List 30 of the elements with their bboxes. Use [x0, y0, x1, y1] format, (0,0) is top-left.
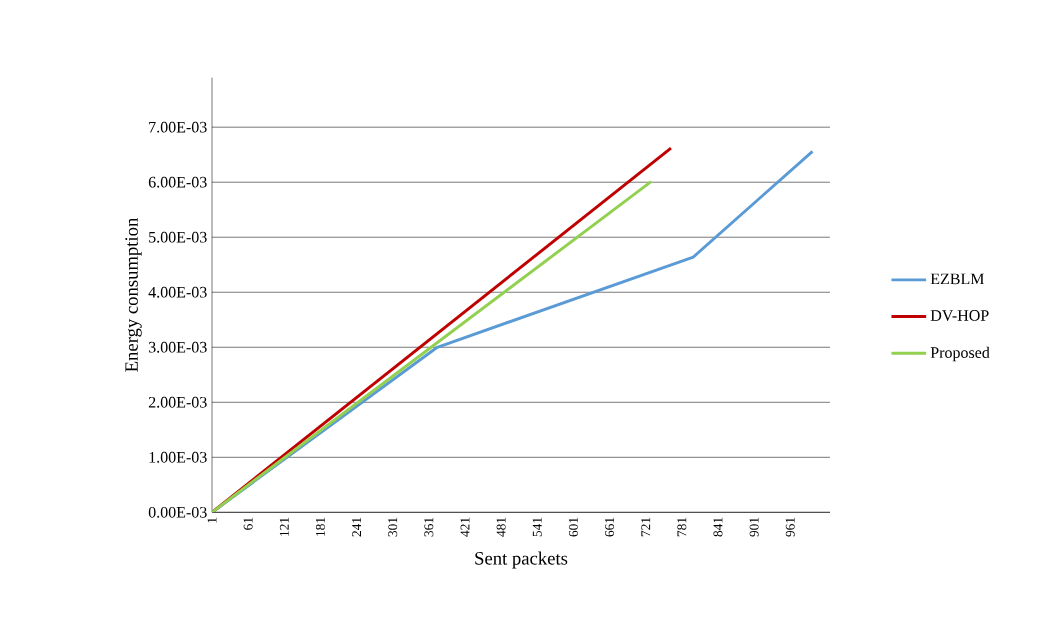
x-tick-label: 121: [279, 517, 289, 536]
y-axis-title: Energy consumption: [125, 217, 142, 372]
y-tick-label: 0.00E-03: [148, 506, 207, 518]
y-tick-label: 4.00E-03: [148, 286, 207, 298]
legend-label: DV-HOP: [930, 310, 989, 321]
x-tick-label: 301: [388, 517, 398, 537]
x-tick-label: 61: [243, 517, 253, 530]
y-tick-label: 3.00E-03: [148, 341, 207, 353]
y-tick-label: 1.00E-03: [149, 451, 207, 463]
x-tick-label: 961: [785, 517, 795, 537]
x-tick-label: 241: [352, 517, 361, 537]
x-tick-label: 661: [605, 517, 615, 537]
y-tick-label: 7.00E-03: [149, 121, 207, 133]
x-tick-label: 841: [713, 517, 723, 537]
x-tick-label: 421: [460, 517, 470, 537]
x-axis-title: Sent packets: [475, 551, 568, 569]
x-tick-label: 541: [532, 517, 542, 537]
y-tick-label: 2.00E-03: [148, 396, 207, 408]
x-tick-label: 481: [496, 517, 506, 537]
x-tick-label: 1: [207, 517, 217, 523]
x-tick-label: 721: [641, 517, 651, 537]
x-tick-label: 601: [568, 517, 578, 537]
y-tick-label: 6.00E-03: [148, 176, 207, 188]
legend-label: Proposed: [930, 346, 990, 362]
legend-label: EZBLM: [930, 273, 985, 285]
x-tick-label: 901: [749, 517, 759, 537]
x-tick-label: 181: [315, 517, 325, 536]
x-tick-label: 361: [424, 517, 434, 537]
x-tick-label: 781: [677, 517, 687, 537]
y-tick-label: 5.00E-03: [149, 231, 207, 243]
